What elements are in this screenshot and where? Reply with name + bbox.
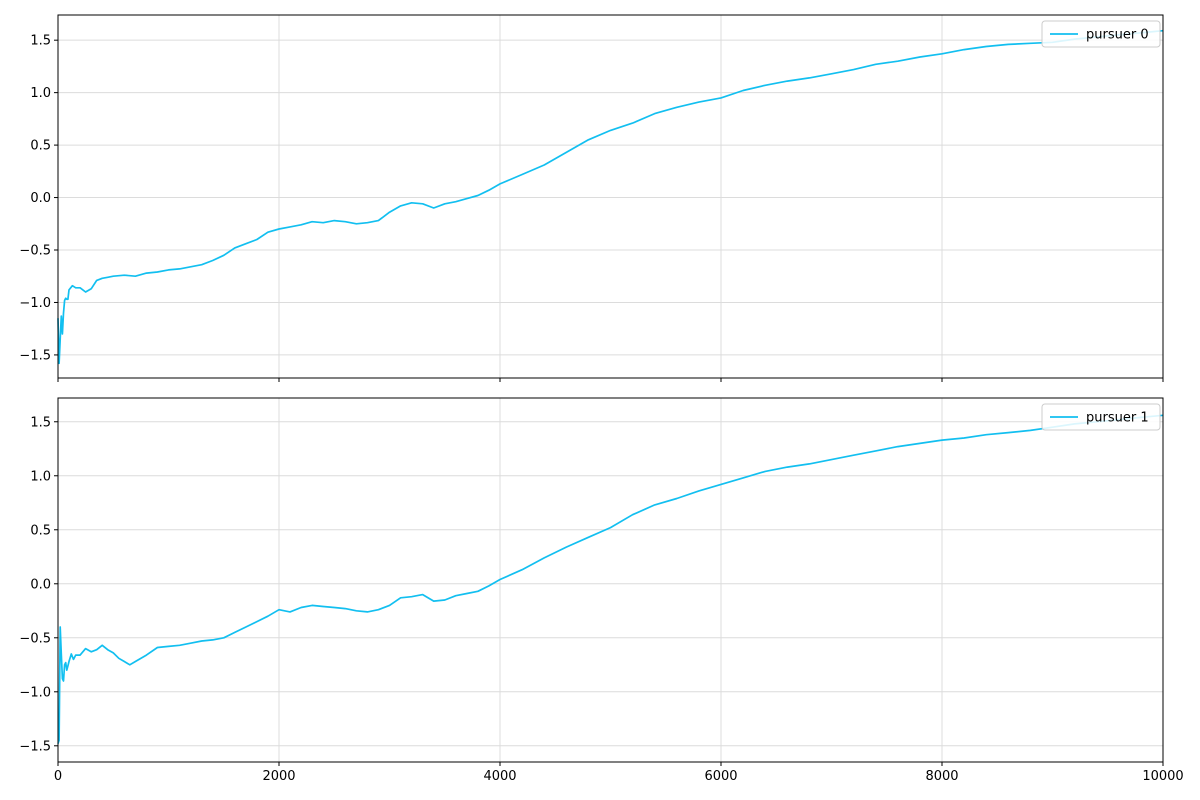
y-tick-label: −1.5 <box>19 348 51 363</box>
legend-box <box>1041 20 1161 48</box>
legend: pursuer 0 <box>1041 20 1161 48</box>
y-tick-label: 1.0 <box>30 86 51 101</box>
y-tick-label: 0.5 <box>30 139 51 154</box>
axes-frame <box>57 14 1164 379</box>
legend-label: pursuer 0 <box>1086 28 1149 43</box>
x-tick-label: 4000 <box>483 769 516 784</box>
y-tick-label: −1.5 <box>19 739 51 754</box>
subplot-pursuer-0: −1.5 −1.0 −0.5 0.0 0.5 1.0 1.5 pursuer 0 <box>19 14 1164 382</box>
y-tick-label: 1.5 <box>30 415 51 430</box>
y-tick-label: −1.0 <box>19 296 51 311</box>
x-tick-label: 6000 <box>704 769 737 784</box>
axes-frame <box>57 397 1164 763</box>
y-tick-label: 0.5 <box>30 523 51 538</box>
y-tick-label: −1.0 <box>19 685 51 700</box>
series-line-pursuer-1 <box>57 414 1164 744</box>
subplot-pursuer-1: 0 2000 4000 6000 8000 10000 −1.5 −1.0 −0.5 0.0 0.5… <box>19 397 1184 784</box>
x-tick-label: 2000 <box>262 769 295 784</box>
y-tick-label: 0.0 <box>30 577 51 592</box>
legend-label: pursuer 1 <box>1086 411 1149 426</box>
legend: pursuer 1 <box>1041 403 1161 431</box>
legend-box <box>1041 403 1161 431</box>
y-tick-label: 0.0 <box>30 191 51 206</box>
x-tick-label: 8000 <box>925 769 958 784</box>
y-tick-label: −0.5 <box>19 631 51 646</box>
y-tick-label: 1.5 <box>30 34 51 49</box>
series-line-pursuer-0 <box>57 29 1164 365</box>
x-tick-label: 10000 <box>1142 769 1183 784</box>
x-tick-label: 0 <box>54 769 62 784</box>
y-tick-label: −0.5 <box>19 244 51 259</box>
y-tick-label: 1.0 <box>30 469 51 484</box>
